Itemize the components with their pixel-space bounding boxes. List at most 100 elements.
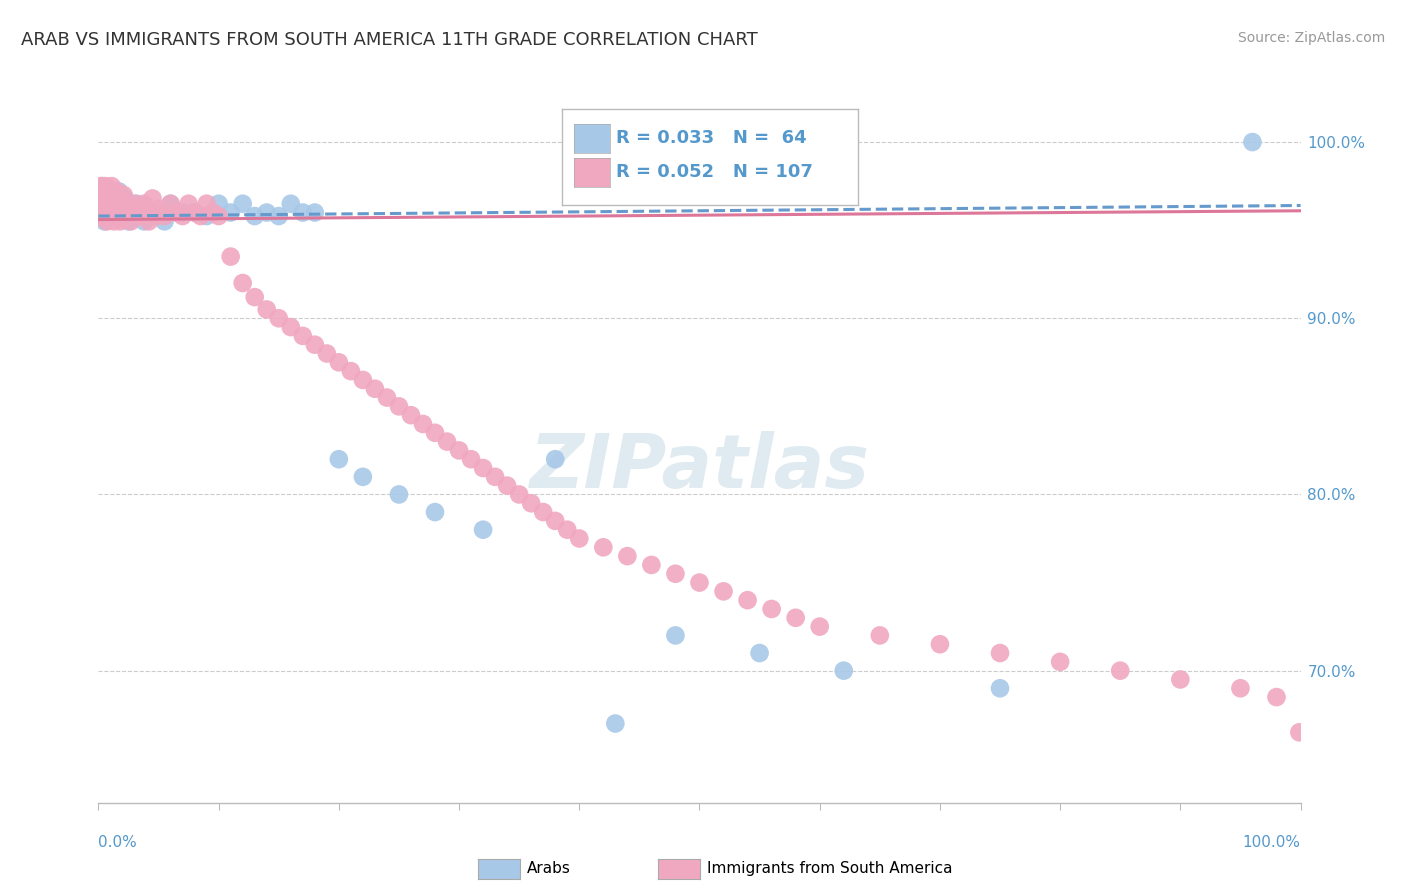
Point bbox=[232, 276, 254, 290]
Point bbox=[96, 209, 118, 223]
Point bbox=[544, 452, 567, 467]
Point bbox=[568, 532, 591, 546]
Point bbox=[124, 196, 146, 211]
Point bbox=[101, 209, 124, 223]
Point bbox=[120, 202, 142, 216]
Point bbox=[544, 514, 567, 528]
Point bbox=[232, 196, 254, 211]
Point bbox=[110, 196, 132, 211]
Point bbox=[291, 205, 314, 219]
Point bbox=[100, 185, 122, 199]
Point bbox=[91, 196, 114, 211]
Point bbox=[93, 209, 115, 223]
Text: ZIPatlas: ZIPatlas bbox=[530, 431, 869, 504]
Point bbox=[101, 191, 124, 205]
Point bbox=[100, 196, 122, 211]
Point bbox=[472, 461, 495, 475]
Point bbox=[172, 205, 194, 219]
Point bbox=[124, 209, 146, 223]
Point bbox=[555, 523, 578, 537]
Point bbox=[96, 214, 118, 228]
Point bbox=[105, 205, 128, 219]
Point bbox=[267, 311, 290, 326]
Point bbox=[91, 191, 114, 205]
Point bbox=[100, 185, 122, 199]
Point bbox=[1241, 135, 1264, 149]
Point bbox=[125, 205, 148, 219]
Point bbox=[280, 196, 302, 211]
Point bbox=[90, 209, 112, 223]
Point bbox=[256, 302, 278, 317]
Point bbox=[153, 209, 176, 223]
Point bbox=[423, 505, 446, 519]
Point bbox=[340, 364, 363, 378]
Point bbox=[328, 355, 350, 369]
Point bbox=[352, 373, 374, 387]
Point bbox=[1229, 681, 1251, 696]
Point bbox=[737, 593, 759, 607]
Point bbox=[148, 205, 170, 219]
Point bbox=[89, 191, 111, 205]
Point bbox=[97, 209, 120, 223]
Point bbox=[125, 196, 148, 211]
Point bbox=[105, 205, 128, 219]
Point bbox=[91, 202, 114, 216]
Point bbox=[108, 214, 131, 228]
Point bbox=[869, 628, 891, 642]
Point bbox=[304, 337, 326, 351]
Point bbox=[98, 191, 121, 205]
Point bbox=[98, 205, 121, 219]
Point bbox=[103, 188, 125, 202]
Point bbox=[101, 205, 124, 219]
Point bbox=[138, 214, 160, 228]
Point bbox=[110, 196, 132, 211]
Point bbox=[96, 196, 118, 211]
Text: Arabs: Arabs bbox=[527, 862, 571, 876]
Point bbox=[100, 202, 122, 216]
Point bbox=[117, 205, 139, 219]
Point bbox=[988, 646, 1011, 660]
Point bbox=[219, 250, 242, 264]
Point bbox=[100, 209, 122, 223]
Point bbox=[103, 188, 125, 202]
Point bbox=[94, 179, 117, 194]
Point bbox=[103, 214, 125, 228]
Point bbox=[97, 188, 120, 202]
Point bbox=[399, 408, 422, 422]
Point bbox=[94, 185, 117, 199]
Point bbox=[460, 452, 482, 467]
Point bbox=[1170, 673, 1192, 687]
Point bbox=[183, 205, 205, 219]
Point bbox=[748, 646, 770, 660]
Point bbox=[256, 205, 278, 219]
Point bbox=[785, 611, 807, 625]
Point bbox=[129, 205, 152, 219]
Point bbox=[159, 196, 181, 211]
Point bbox=[91, 188, 114, 202]
Point bbox=[375, 391, 398, 405]
Point bbox=[988, 681, 1011, 696]
Point bbox=[664, 566, 686, 581]
Point bbox=[97, 188, 120, 202]
Point bbox=[104, 196, 127, 211]
Point bbox=[91, 202, 114, 216]
Point bbox=[315, 346, 337, 360]
Point bbox=[89, 188, 111, 202]
Text: ARAB VS IMMIGRANTS FROM SOUTH AMERICA 11TH GRADE CORRELATION CHART: ARAB VS IMMIGRANTS FROM SOUTH AMERICA 11… bbox=[21, 31, 758, 49]
Point bbox=[520, 496, 543, 510]
Text: Source: ZipAtlas.com: Source: ZipAtlas.com bbox=[1237, 31, 1385, 45]
Point bbox=[928, 637, 950, 651]
Point bbox=[135, 205, 157, 219]
Point bbox=[267, 209, 290, 223]
Point bbox=[112, 188, 135, 202]
Point bbox=[484, 470, 506, 484]
Point bbox=[94, 205, 117, 219]
Point bbox=[94, 205, 117, 219]
Point bbox=[107, 209, 129, 223]
Point bbox=[808, 619, 831, 633]
Point bbox=[100, 196, 122, 211]
Point bbox=[616, 549, 638, 563]
Point bbox=[108, 191, 131, 205]
Text: R = 0.033   N =  64: R = 0.033 N = 64 bbox=[616, 129, 807, 147]
Point bbox=[93, 214, 115, 228]
